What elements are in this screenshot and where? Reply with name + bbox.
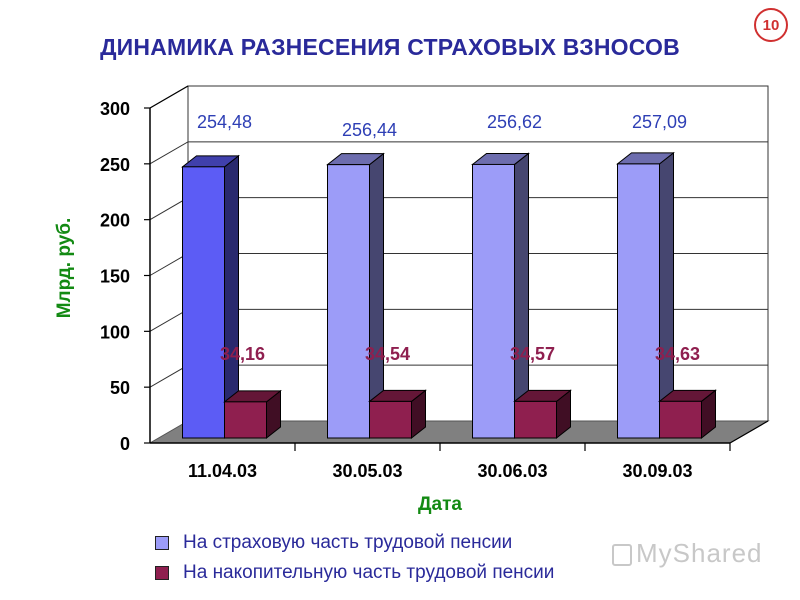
y-tick-label: 50 <box>110 378 130 398</box>
bar-insurance-front <box>617 163 660 439</box>
x-tick-label: 11.04.03 <box>188 461 257 481</box>
watermark-logo-icon <box>612 544 632 567</box>
x-tick-label: 30.05.03 <box>332 461 402 481</box>
data-label-savings: 34,16 <box>220 344 265 364</box>
y-tick-label: 300 <box>100 99 130 119</box>
bar-savings-front <box>369 400 412 439</box>
data-label-savings: 34,63 <box>655 344 700 364</box>
x-tick-label: 30.09.03 <box>622 461 692 481</box>
data-label-insurance: 257,09 <box>632 112 687 132</box>
bar-savings <box>223 389 282 440</box>
bar-insurance-front <box>182 166 225 439</box>
y-axis-top-edge <box>149 85 189 109</box>
bar-savings-front <box>514 400 557 439</box>
bar-savings-front <box>659 400 702 439</box>
bar-insurance <box>326 152 385 440</box>
data-label-insurance: 254,48 <box>197 112 252 132</box>
data-label-insurance: 256,44 <box>342 120 397 140</box>
legend-label-savings: На накопительную часть трудовой пенсии <box>183 562 555 583</box>
chart-back-wall <box>150 86 768 443</box>
x-axis-title: Дата <box>418 494 462 515</box>
bar-savings <box>513 389 572 440</box>
y-axis-title: Млрд. руб. <box>54 218 75 319</box>
watermark: MyShared <box>612 538 763 569</box>
x-tick-label: 30.06.03 <box>477 461 547 481</box>
legend-item-savings: На накопительную часть трудовой пенсии <box>155 558 554 588</box>
bar-insurance <box>616 151 675 440</box>
watermark-text: MyShared <box>636 538 763 568</box>
bar-insurance-front <box>472 163 515 439</box>
legend-swatch-savings <box>155 566 169 580</box>
data-label-insurance: 256,62 <box>487 112 542 132</box>
data-label-savings: 34,57 <box>510 344 555 364</box>
bar-insurance-front <box>327 164 370 439</box>
bar-insurance <box>181 154 240 440</box>
legend-swatch-insurance <box>155 536 169 550</box>
slide-title: ДИНАМИКА РАЗНЕСЕНИЯ СТРАХОВЫХ ВЗНОСОВ <box>100 34 680 60</box>
data-label-savings: 34,54 <box>365 344 410 364</box>
page-number-badge: 10 <box>754 8 788 42</box>
bar-savings <box>368 389 427 440</box>
y-tick-label: 250 <box>100 155 130 175</box>
y-tick-label: 200 <box>100 211 130 231</box>
bar-savings-front <box>224 401 267 439</box>
bar-insurance <box>471 152 530 440</box>
y-tick-label: 0 <box>120 434 130 454</box>
bar-savings <box>658 389 717 440</box>
y-tick-label: 150 <box>100 267 130 287</box>
y-tick-label: 100 <box>100 322 130 342</box>
legend-label-insurance: На страховую часть трудовой пенсии <box>183 532 513 553</box>
gridline <box>149 141 768 165</box>
chart-legend: На страховую часть трудовой пенсии На на… <box>155 528 554 588</box>
x-axis-right-edge <box>729 420 769 444</box>
legend-item-insurance: На страховую часть трудовой пенсии <box>155 528 554 558</box>
